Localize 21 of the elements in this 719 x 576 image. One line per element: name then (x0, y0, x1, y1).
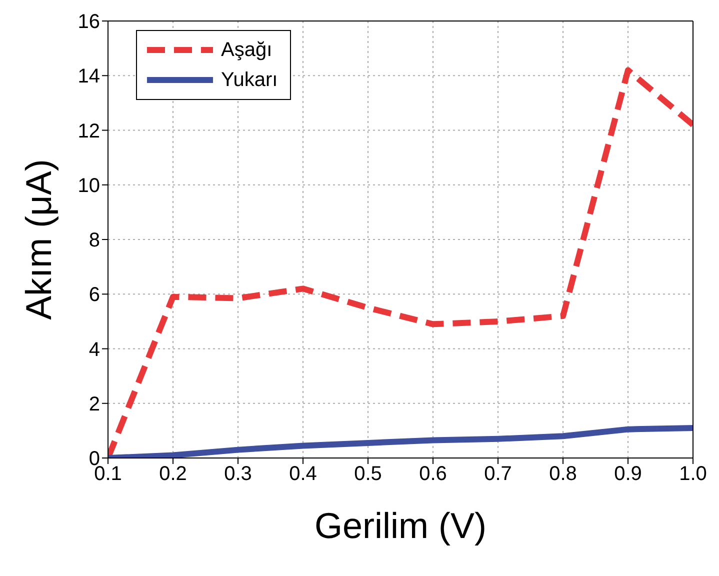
legend-label: Aşağı (221, 38, 272, 63)
x-tick-label: 1.0 (679, 463, 707, 486)
x-tick-label: 0.3 (224, 463, 252, 486)
y-tick-label: 14 (78, 66, 100, 88)
y-tick-label: 12 (78, 120, 100, 142)
x-axis-title: Gerilim (V) (314, 505, 486, 546)
x-tick-label: 0.9 (614, 463, 642, 486)
y-axis-title: Akım (μA) (18, 159, 59, 320)
y-tick-label: 8 (88, 230, 100, 252)
y-tick-label: 2 (88, 393, 100, 416)
x-tick-label: 0.2 (159, 463, 187, 486)
legend-label: Yukarı (221, 68, 278, 93)
y-tick-label: 6 (88, 284, 100, 306)
x-tick-label: 0.4 (289, 463, 317, 486)
y-tick-label: 4 (88, 338, 100, 361)
x-tick-label: 0.6 (419, 463, 447, 486)
x-tick-label: 0.7 (484, 463, 512, 486)
x-tick-label: 0.5 (354, 463, 382, 486)
x-tick-label: 0.8 (549, 463, 577, 486)
y-tick-label: 16 (78, 11, 100, 34)
y-tick-label: 10 (78, 174, 100, 197)
